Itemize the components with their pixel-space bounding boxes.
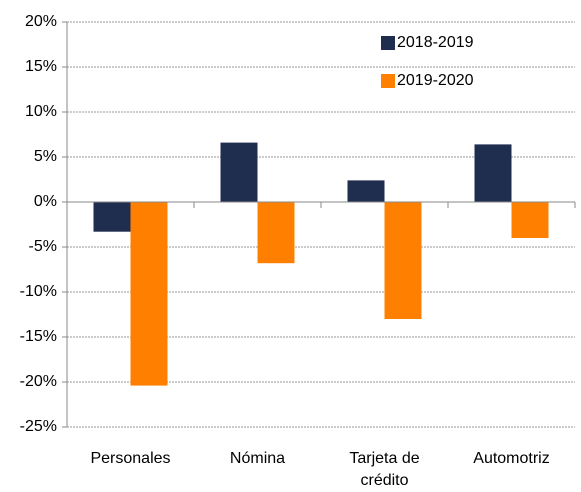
y-tick-label: 15% — [25, 58, 57, 75]
bar — [474, 144, 512, 202]
bar — [384, 202, 422, 319]
y-tick-label: -10% — [20, 283, 57, 300]
legend-label: 2019-2020 — [397, 72, 474, 89]
y-tick-label: -15% — [20, 328, 57, 345]
y-tick-label: 0% — [34, 193, 57, 210]
legend-label: 2018-2019 — [397, 34, 474, 51]
bar — [511, 202, 549, 238]
x-tick-label: Nómina — [229, 450, 286, 467]
y-tick-label: -25% — [20, 418, 57, 435]
legend-swatch — [381, 36, 395, 50]
x-tick-label: Automotriz — [473, 450, 550, 467]
bar — [93, 202, 131, 232]
y-tick-label: 5% — [34, 148, 57, 165]
x-tick-label: Personales — [90, 450, 171, 467]
bar — [220, 142, 258, 202]
y-tick-label: 20% — [25, 13, 57, 30]
bar — [257, 202, 295, 264]
bar — [347, 180, 385, 202]
bar — [130, 202, 168, 386]
y-tick-label: 10% — [25, 103, 57, 120]
x-tick-label: Tarjeta de crédito — [349, 450, 420, 489]
y-tick-label: -5% — [29, 238, 57, 255]
y-tick-label: -20% — [20, 373, 57, 390]
legend-swatch — [381, 74, 395, 88]
